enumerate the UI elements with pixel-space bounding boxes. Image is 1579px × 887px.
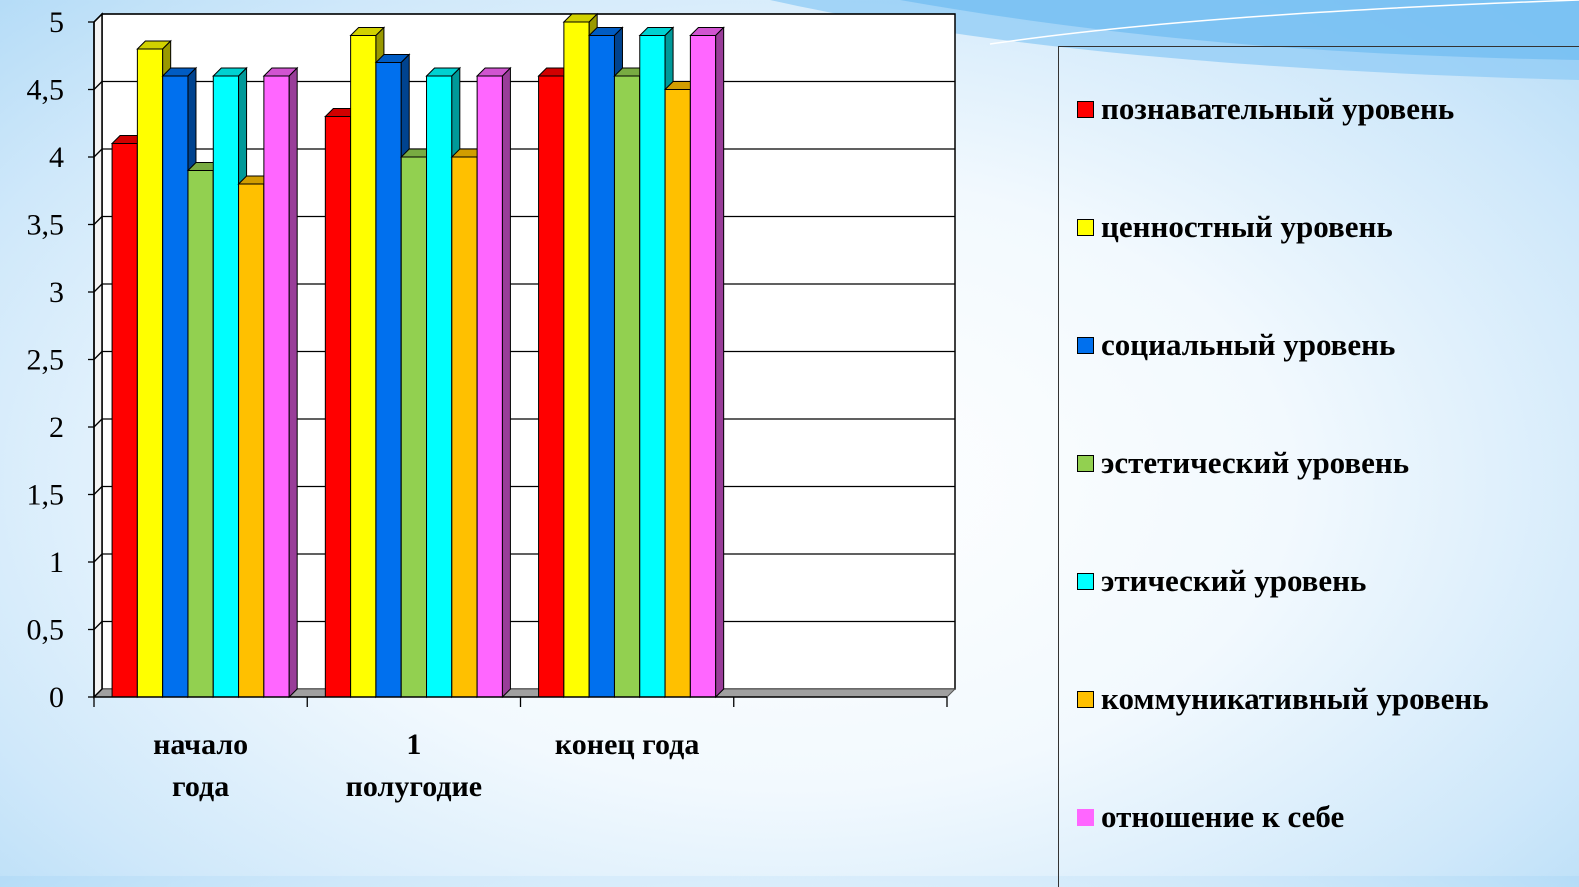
- y-tick-label: 1,5: [27, 479, 65, 512]
- legend-swatch: [1077, 808, 1094, 826]
- bar-front: [111, 143, 138, 698]
- bar: [262, 66, 299, 699]
- y-tick-label: 0: [49, 681, 64, 714]
- legend-swatch: [1077, 572, 1094, 590]
- gridline-side: [93, 621, 103, 630]
- legend-swatch: [1077, 690, 1094, 708]
- gridline-side: [93, 216, 103, 225]
- bar-front: [613, 75, 641, 698]
- bar-front: [375, 62, 402, 698]
- legend-label: отношение к себе: [1101, 799, 1345, 834]
- gridline-side: [93, 418, 103, 428]
- gridline-side: [93, 553, 103, 563]
- bar-front: [689, 35, 717, 698]
- legend-item: отношение к себе: [1077, 799, 1344, 835]
- gridline-side: [93, 351, 103, 360]
- bar-front: [400, 156, 428, 698]
- bar-side: [288, 66, 298, 699]
- y-tick-label: 0,5: [27, 614, 65, 647]
- x-axis-label: года: [172, 770, 229, 803]
- y-tick-label: 2,5: [27, 344, 65, 377]
- background-wave-inner: [900, 0, 1579, 60]
- y-axis-ticks: 0 0,5 1 1,5 2 2,5 3 3,5 4 4,5 5: [27, 6, 94, 714]
- bar-front: [263, 75, 290, 698]
- legend-item: познавательный уровень: [1077, 91, 1454, 127]
- bar-front: [136, 48, 164, 698]
- y-tick-label: 1: [49, 546, 64, 579]
- y-tick-label: 5: [49, 6, 64, 39]
- bar-front: [426, 75, 453, 698]
- legend-label: ценностный уровень: [1101, 209, 1393, 244]
- gridline-side: [93, 486, 103, 495]
- legend-swatch: [1077, 218, 1094, 236]
- legend-label: коммуникативный уровень: [1101, 681, 1489, 716]
- y-tick-label: 3: [49, 276, 64, 309]
- bar-front: [476, 75, 503, 698]
- bar-side: [501, 66, 511, 699]
- bar-side: [715, 26, 725, 699]
- bars: [110, 12, 725, 699]
- x-axis-label: полугодие: [346, 770, 483, 803]
- bar-front: [451, 156, 478, 698]
- legend-label: этический уровень: [1101, 563, 1367, 598]
- bar-front: [162, 75, 189, 698]
- x-axis-label: конец года: [555, 728, 699, 761]
- bar: [475, 66, 512, 699]
- legend-swatch: [1077, 100, 1094, 118]
- x-axis-label: начало: [153, 728, 248, 761]
- bar-front: [238, 183, 265, 698]
- bar-front: [639, 35, 666, 698]
- y-tick-label: 4,5: [27, 74, 65, 107]
- bar-front: [350, 35, 377, 698]
- legend: познавательный уровень ценностный уровень…: [1058, 46, 1579, 887]
- gridline-side: [93, 81, 103, 90]
- legend-label: познавательный уровень: [1101, 91, 1455, 126]
- bar-front: [187, 170, 214, 698]
- legend-item: коммуникативный уровень: [1077, 681, 1489, 717]
- legend-item: эстетический уровень: [1077, 445, 1409, 481]
- bar: [689, 26, 725, 699]
- bar-front: [664, 89, 691, 698]
- x-axis-label: 1: [406, 728, 421, 761]
- bar-front: [324, 116, 352, 698]
- gridline-side: [93, 283, 103, 293]
- legend-swatch: [1077, 454, 1094, 472]
- y-tick-label: 3,5: [27, 209, 65, 242]
- legend-label: социальный уровень: [1101, 327, 1396, 362]
- y-tick-label: 2: [49, 411, 64, 444]
- bar-front: [588, 35, 615, 698]
- legend-item: ценностный уровень: [1077, 209, 1393, 245]
- legend-label: эстетический уровень: [1101, 445, 1410, 480]
- x-axis-labels: начало года 1 полугодие конец года: [153, 728, 699, 803]
- legend-item: социальный уровень: [1077, 327, 1395, 363]
- gridline-side: [93, 13, 103, 23]
- legend-swatch: [1077, 336, 1094, 354]
- legend-item: этический уровень: [1077, 563, 1366, 599]
- background-wave-line: [989, 0, 1579, 45]
- bar-front: [538, 75, 565, 698]
- bar-front: [212, 75, 240, 698]
- bar-front: [563, 21, 590, 698]
- gridline-side: [93, 148, 103, 158]
- y-tick-label: 4: [49, 141, 64, 174]
